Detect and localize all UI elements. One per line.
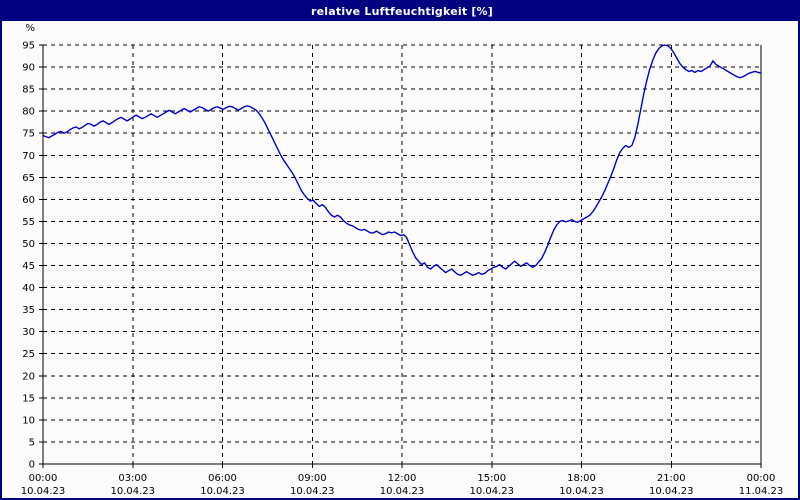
y-tick-label: 10 bbox=[22, 415, 35, 426]
y-tick-label: 40 bbox=[22, 283, 35, 294]
x-tick-label-time: 00:00 bbox=[29, 473, 58, 484]
y-tick-label: 50 bbox=[22, 239, 35, 250]
x-tick-label-date: 10.04.23 bbox=[469, 486, 514, 497]
x-tick-label-date: 10.04.23 bbox=[649, 486, 694, 497]
x-tick-label-time: 12:00 bbox=[388, 473, 417, 484]
y-tick-label: 55 bbox=[22, 217, 35, 228]
y-axis-unit-label: % bbox=[25, 23, 35, 34]
x-tick-label-time: 03:00 bbox=[118, 473, 147, 484]
x-tick-label-time: 15:00 bbox=[477, 473, 506, 484]
x-tick-label-date: 10.04.23 bbox=[559, 486, 604, 497]
y-tick-label: 75 bbox=[22, 129, 35, 140]
x-tick-label-time: 00:00 bbox=[747, 473, 776, 484]
y-tick-label: 70 bbox=[22, 151, 35, 162]
humidity-line-chart: 0 5 10 15 20 25 30 35 40 45 50 55 60 65 70 75 80 85 90 95% 0… bbox=[21, 23, 784, 497]
chart-title: relative Luftfeuchtigkeit [%] bbox=[311, 5, 493, 18]
x-tick-label-time: 21:00 bbox=[657, 473, 686, 484]
x-tick-label-date: 10.04.23 bbox=[21, 486, 66, 497]
y-tick-label: 60 bbox=[22, 195, 35, 206]
x-tick-label-time: 09:00 bbox=[298, 473, 327, 484]
y-tick-label: 80 bbox=[22, 107, 35, 118]
x-tick-label-time: 18:00 bbox=[567, 473, 596, 484]
x-tick-label-date: 10.04.23 bbox=[380, 486, 425, 497]
plot-canvas: 0 5 10 15 20 25 30 35 40 45 50 55 60 65 70 75 80 85 90 95% 0… bbox=[2, 21, 798, 498]
x-tick-label-time: 06:00 bbox=[208, 473, 237, 484]
x-tick-label-date: 10.04.23 bbox=[200, 486, 245, 497]
y-tick-label: 35 bbox=[22, 305, 35, 316]
y-tick-label: 25 bbox=[22, 349, 35, 360]
y-tick-label: 0 bbox=[29, 460, 35, 471]
y-tick-label: 45 bbox=[22, 261, 35, 272]
y-tick-label: 20 bbox=[22, 371, 35, 382]
y-tick-label: 95 bbox=[22, 41, 35, 52]
title-bar: relative Luftfeuchtigkeit [%] bbox=[2, 2, 798, 21]
x-tick-label-date: 10.04.23 bbox=[290, 486, 335, 497]
y-tick-label: 90 bbox=[22, 63, 35, 74]
x-tick-label-date: 10.04.23 bbox=[110, 486, 155, 497]
data-series-line bbox=[42, 44, 762, 276]
y-tick-label: 5 bbox=[29, 437, 35, 448]
y-tick-label: 65 bbox=[22, 173, 35, 184]
x-tick-label-date: 11.04.23 bbox=[739, 486, 784, 497]
y-tick-label: 30 bbox=[22, 327, 35, 338]
y-tick-label: 15 bbox=[22, 393, 35, 404]
y-tick-label: 85 bbox=[22, 85, 35, 96]
